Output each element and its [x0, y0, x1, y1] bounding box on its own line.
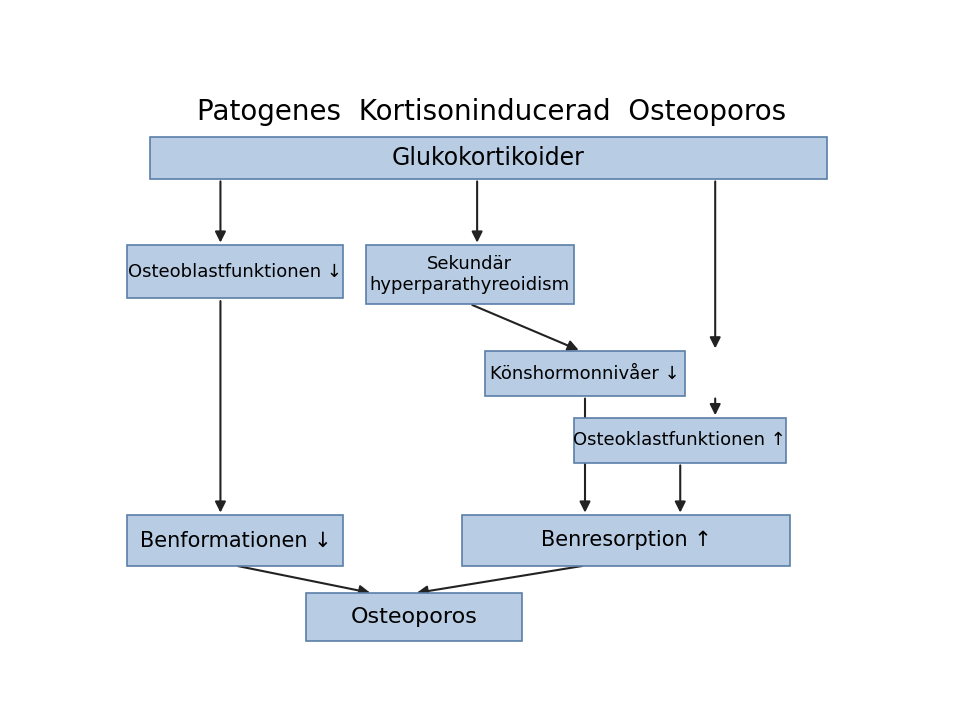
FancyBboxPatch shape — [574, 418, 786, 463]
FancyBboxPatch shape — [366, 245, 574, 304]
Text: Patogenes  Kortisoninducerad  Osteoporos: Patogenes Kortisoninducerad Osteoporos — [198, 98, 786, 126]
Text: Glukokortikoider: Glukokortikoider — [392, 146, 585, 170]
FancyBboxPatch shape — [463, 515, 789, 565]
Text: Benresorption ↑: Benresorption ↑ — [540, 531, 711, 550]
FancyBboxPatch shape — [128, 515, 344, 565]
Text: Sekundär
hyperparathyreoidism: Sekundär hyperparathyreoidism — [370, 255, 569, 294]
FancyBboxPatch shape — [485, 351, 685, 395]
FancyBboxPatch shape — [128, 245, 344, 299]
Text: Könshormonnivåer ↓: Könshormonnivåer ↓ — [491, 364, 680, 382]
Text: Osteoporos: Osteoporos — [350, 607, 477, 627]
Text: Benformationen ↓: Benformationen ↓ — [139, 531, 331, 550]
Text: Osteoklastfunktionen ↑: Osteoklastfunktionen ↑ — [573, 432, 786, 449]
FancyBboxPatch shape — [306, 594, 522, 641]
Text: Osteoblastfunktionen ↓: Osteoblastfunktionen ↓ — [129, 263, 343, 281]
FancyBboxPatch shape — [150, 137, 827, 179]
